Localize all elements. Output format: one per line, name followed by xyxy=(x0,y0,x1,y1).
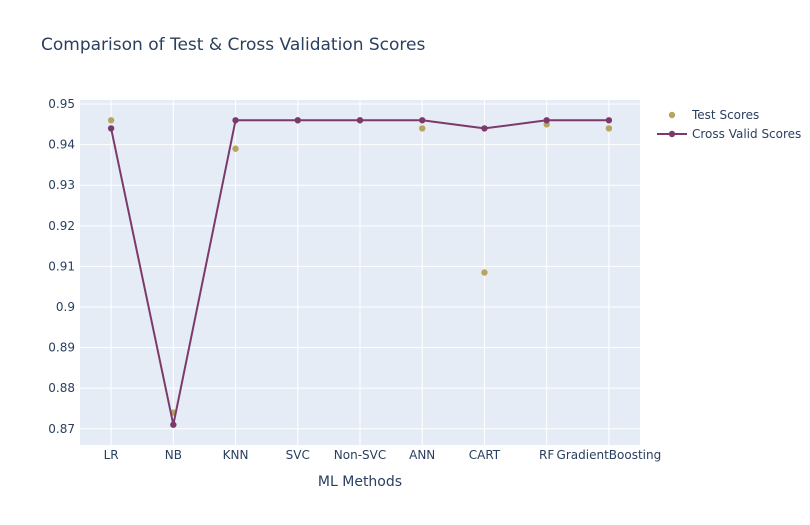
data-point[interactable] xyxy=(419,125,426,132)
x-axis-title: ML Methods xyxy=(318,474,402,490)
data-point[interactable] xyxy=(170,421,177,428)
y-axis-ticks: 0.87 0.88 0.89 0.9 0.91 0.92 0.93 0.94 0.95 xyxy=(48,97,75,436)
x-tick-label: SVC xyxy=(286,448,310,462)
x-tick-label: KNN xyxy=(223,448,249,462)
series-1 xyxy=(107,117,613,428)
legend-label: Test Scores xyxy=(691,108,759,122)
data-point[interactable] xyxy=(107,125,115,132)
y-tick-label: 0.88 xyxy=(48,381,75,395)
x-tick-label: ANN xyxy=(409,448,435,462)
x-tick-label: NB xyxy=(165,448,182,462)
data-point[interactable] xyxy=(605,125,613,132)
x-tick-label: RF xyxy=(539,448,554,462)
y-tick-label: 0.87 xyxy=(48,422,75,436)
data-point[interactable] xyxy=(107,117,115,124)
series-layer xyxy=(107,117,613,428)
legend-marker-swatch xyxy=(668,111,676,119)
y-tick-label: 0.91 xyxy=(48,259,75,273)
data-point[interactable] xyxy=(294,117,301,124)
y-tick-label: 0.89 xyxy=(48,341,75,355)
data-point[interactable] xyxy=(543,117,550,124)
data-point[interactable] xyxy=(481,125,488,132)
data-point[interactable] xyxy=(356,117,364,124)
y-tick-label: 0.93 xyxy=(48,178,75,192)
chart-title: Comparison of Test & Cross Validation Sc… xyxy=(41,35,425,55)
legend-label: Cross Valid Scores xyxy=(692,127,801,141)
x-tick-label: LR xyxy=(104,448,119,462)
legend-item[interactable]: Cross Valid Scores xyxy=(657,127,801,141)
legend-marker-swatch xyxy=(668,130,676,138)
data-point[interactable] xyxy=(481,269,488,276)
y-tick-label: 0.94 xyxy=(48,138,75,152)
grid-lines xyxy=(80,100,640,445)
data-point[interactable] xyxy=(419,117,426,124)
y-tick-label: 0.92 xyxy=(48,219,75,233)
x-tick-label: Non-SVC xyxy=(334,448,386,462)
legend[interactable]: Test Scores Cross Valid Scores xyxy=(657,108,801,141)
data-point[interactable] xyxy=(605,117,613,124)
legend-item[interactable]: Test Scores xyxy=(668,108,760,122)
x-tick-label: GradientBoosting xyxy=(557,448,662,462)
x-tick-label: CART xyxy=(469,448,501,462)
y-tick-label: 0.9 xyxy=(56,300,75,314)
y-tick-label: 0.95 xyxy=(48,97,75,111)
data-point[interactable] xyxy=(232,117,239,124)
x-axis-ticks: LR NB KNN SVC Non-SVC ANN CART RF GradientBoosti… xyxy=(104,448,662,462)
data-point[interactable] xyxy=(232,145,239,152)
